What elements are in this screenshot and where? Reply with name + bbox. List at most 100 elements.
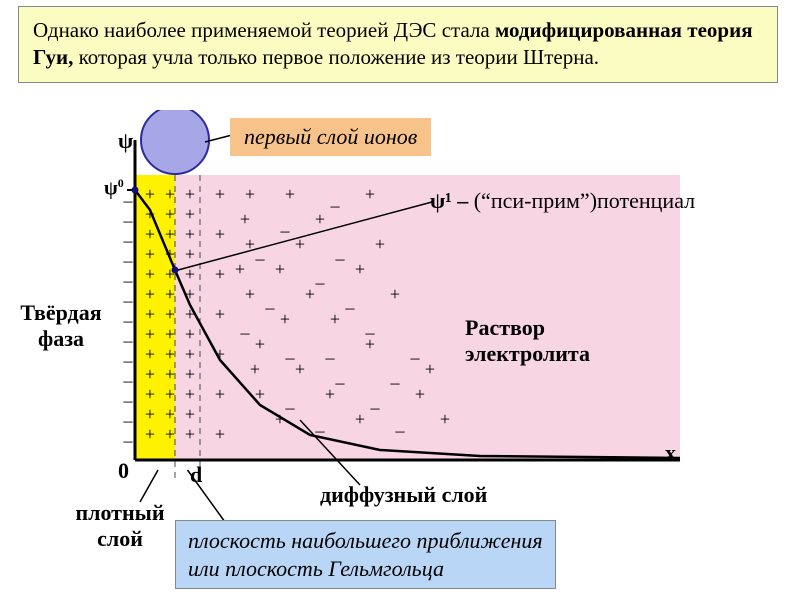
svg-text:_: _	[335, 242, 346, 262]
svg-text:+: +	[145, 344, 155, 364]
svg-text:_: _	[123, 384, 134, 404]
svg-text:+: +	[165, 224, 175, 244]
svg-text:+: +	[250, 359, 260, 379]
plane-l1: плоскость наибольшего приближения	[188, 528, 543, 553]
svg-text:+: +	[375, 234, 385, 254]
origin-zero: 0	[118, 458, 129, 484]
header-pre: Однако наиболее применяемой теорией ДЭС …	[33, 18, 495, 42]
svg-text:+: +	[165, 184, 175, 204]
svg-text:+: +	[275, 259, 285, 279]
svg-text:_: _	[285, 341, 296, 361]
svg-text:+: +	[245, 184, 255, 204]
svg-text:+: +	[185, 244, 195, 264]
svg-text:_: _	[123, 344, 134, 364]
solid-phase-label: Твёрдая фаза	[6, 300, 116, 352]
chart-area: _____________ ++++++++++++++++++++++++++…	[0, 110, 800, 590]
pointer-dense	[140, 470, 158, 502]
svg-text:+: +	[145, 324, 155, 344]
dense-l2: слой	[97, 526, 143, 551]
svg-text:_: _	[265, 291, 276, 311]
svg-text:+: +	[215, 304, 225, 324]
svg-text:+: +	[215, 184, 225, 204]
svg-text:+: +	[165, 304, 175, 324]
svg-text:+: +	[185, 324, 195, 344]
svg-text:+: +	[390, 284, 400, 304]
svg-text:_: _	[123, 204, 134, 224]
psi0-label: ψ0	[104, 176, 124, 201]
svg-text:+: +	[185, 404, 195, 424]
svg-text:+: +	[275, 409, 285, 429]
svg-text:+: +	[415, 384, 425, 404]
svg-text:+: +	[440, 409, 450, 429]
svg-text:_: _	[123, 364, 134, 384]
svg-text:_: _	[123, 244, 134, 264]
svg-text:+: +	[145, 184, 155, 204]
svg-text:_: _	[123, 224, 134, 244]
header-post: которая учла только первое положение из …	[73, 45, 599, 69]
zero-text: 0	[118, 458, 129, 483]
svg-text:+: +	[185, 224, 195, 244]
first-layer-label: первый слой ионов	[230, 118, 431, 156]
svg-text:+: +	[305, 284, 315, 304]
svg-text:_: _	[315, 266, 326, 286]
svg-text:_: _	[325, 341, 336, 361]
svg-text:+: +	[165, 324, 175, 344]
svg-text:+: +	[145, 424, 155, 444]
svg-text:_: _	[123, 284, 134, 304]
svg-text:+: +	[185, 284, 195, 304]
svg-text:+: +	[245, 284, 255, 304]
diffuse-text: диффузный слой	[320, 482, 487, 507]
svg-text:+: +	[185, 204, 195, 224]
svg-text:+: +	[165, 284, 175, 304]
dense-l1: плотный	[75, 500, 164, 525]
svg-text:+: +	[325, 384, 335, 404]
svg-text:_: _	[365, 316, 376, 336]
psi-prime-text: (“пси-прим”)потенциал	[474, 188, 695, 213]
svg-text:_: _	[123, 264, 134, 284]
ion-circle	[141, 110, 209, 174]
svg-text:+: +	[280, 309, 290, 329]
svg-text:+: +	[355, 259, 365, 279]
svg-text:+: +	[145, 264, 155, 284]
svg-text:_: _	[255, 242, 266, 262]
first-layer-text: первый слой ионов	[244, 124, 417, 149]
svg-text:+: +	[145, 224, 155, 244]
svg-text:+: +	[165, 344, 175, 364]
svg-text:+: +	[185, 424, 195, 444]
electrolyte-l2: электролита	[465, 341, 590, 366]
svg-text:_: _	[410, 341, 421, 361]
svg-text:+: +	[145, 384, 155, 404]
svg-text:+: +	[215, 384, 225, 404]
svg-text:+: +	[165, 264, 175, 284]
svg-text:_: _	[315, 414, 326, 434]
psi-prime-dash: –	[452, 188, 474, 213]
diffuse-layer-label: диффузный слой	[320, 482, 487, 508]
svg-text:+: +	[145, 244, 155, 264]
svg-text:+: +	[240, 209, 250, 229]
svg-text:_: _	[123, 304, 134, 324]
svg-text:+: +	[215, 224, 225, 244]
svg-text:+: +	[165, 404, 175, 424]
svg-text:+: +	[165, 424, 175, 444]
electrolyte-label: Раствор электролита	[465, 315, 590, 367]
svg-text:+: +	[355, 409, 365, 429]
svg-text:+: +	[215, 344, 225, 364]
svg-text:_: _	[240, 316, 251, 336]
psi0-symbol: ψ	[104, 178, 118, 200]
psi0-sup: 0	[118, 176, 124, 190]
svg-text:+: +	[145, 364, 155, 384]
svg-text:_: _	[123, 404, 134, 424]
svg-text:+: +	[295, 359, 305, 379]
svg-text:_: _	[123, 324, 134, 344]
svg-text:+: +	[185, 364, 195, 384]
helmholtz-plane-label: плоскость наибольшего приближения или пл…	[175, 520, 556, 589]
svg-text:_: _	[123, 184, 134, 204]
svg-text:+: +	[330, 309, 340, 329]
surface-negative-charges: _____________	[123, 184, 134, 444]
svg-text:_: _	[335, 366, 346, 386]
svg-text:+: +	[365, 184, 375, 204]
svg-text:+: +	[285, 184, 295, 204]
svg-text:+: +	[185, 304, 195, 324]
svg-text:_: _	[345, 291, 356, 311]
d-text: d	[190, 462, 202, 487]
